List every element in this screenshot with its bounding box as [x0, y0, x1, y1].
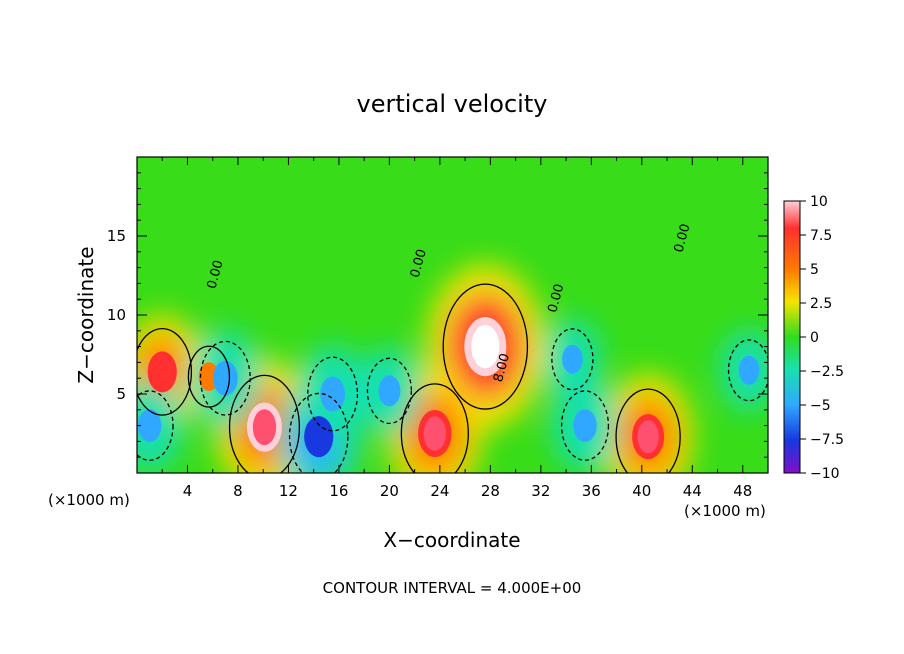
x-tick-label-2: 12 [279, 482, 298, 500]
velocity-field [137, 157, 768, 473]
x-tick-label-4: 20 [380, 482, 399, 500]
contour-label-1: 0.00 [408, 248, 430, 280]
colorbar-tick-label-8: −10 [810, 466, 840, 482]
x-tick-label-9: 40 [632, 482, 651, 500]
colorbar-tick-label-0: 10 [810, 194, 828, 210]
x-axis-label: X−coordinate [383, 528, 520, 552]
x-tick-label-3: 16 [329, 482, 348, 500]
x-unit-left: (×1000 m) [48, 491, 130, 509]
contour-line-4 [137, 328, 193, 416]
contour-labels: 0.00 0.00 0.00 0.00 8.00 [205, 222, 694, 383]
colorbar-tick-label-4: 0 [810, 330, 819, 346]
x-tick-label-0: 4 [183, 482, 193, 500]
x-tick-label-8: 36 [582, 482, 601, 500]
x-unit-right: (×1000 m) [684, 502, 766, 520]
colorbar-tick-label-6: −5 [810, 398, 831, 414]
x-tick-label-1: 8 [233, 482, 243, 500]
chart-title: vertical velocity [357, 90, 548, 118]
x-axis: 4 8 12 16 20 24 28 32 36 40 44 48 [161, 157, 752, 500]
contour-line-3 [615, 388, 681, 473]
y-axis: 5 10 15 [107, 172, 768, 458]
colorbar-tick-label-3: 2.5 [810, 296, 832, 312]
contour-line-11 [560, 390, 610, 461]
contour-line-10 [366, 357, 413, 425]
contour-line-13 [727, 339, 768, 402]
colorbar: 10 7.5 5 2.5 0 −2.5 −5 −7.5 −10 [783, 194, 844, 482]
y-tick-label-1: 10 [107, 306, 126, 324]
contour-label-4: 8.00 [491, 352, 513, 384]
contour-line-2 [400, 383, 469, 473]
contour-line-0 [442, 283, 529, 410]
contour-line-1 [228, 374, 301, 473]
contour-line-5 [187, 345, 231, 408]
x-tick-label-5: 24 [430, 482, 449, 500]
contour-line-8 [137, 390, 174, 461]
colorbar-gradient [783, 200, 801, 474]
colorbar-tick-label-7: −7.5 [810, 432, 844, 448]
contour-label-2: 0.00 [545, 282, 567, 314]
contour-line-9 [199, 340, 251, 416]
x-tick-label-7: 32 [531, 482, 550, 500]
colorbar-tick-label-1: 7.5 [810, 228, 832, 244]
contour-label-0: 0.00 [205, 259, 227, 291]
y-tick-label-0: 5 [116, 385, 126, 403]
colorbar-tick-label-2: 5 [810, 262, 819, 278]
contour-line-12 [551, 328, 594, 391]
x-tick-label-6: 28 [481, 482, 500, 500]
contour-line-6 [288, 392, 349, 473]
x-tick-label-10: 44 [683, 482, 702, 500]
x-tick-label-11: 48 [733, 482, 752, 500]
colorbar-tick-label-5: −2.5 [810, 364, 844, 380]
y-axis-label: Z−coordinate [74, 246, 98, 383]
contour-line-7 [307, 356, 359, 432]
contour-interval-note: CONTOUR INTERVAL = 4.000E+00 [323, 579, 582, 597]
y-tick-label-2: 15 [107, 227, 126, 245]
contour-label-3: 0.00 [672, 222, 694, 254]
